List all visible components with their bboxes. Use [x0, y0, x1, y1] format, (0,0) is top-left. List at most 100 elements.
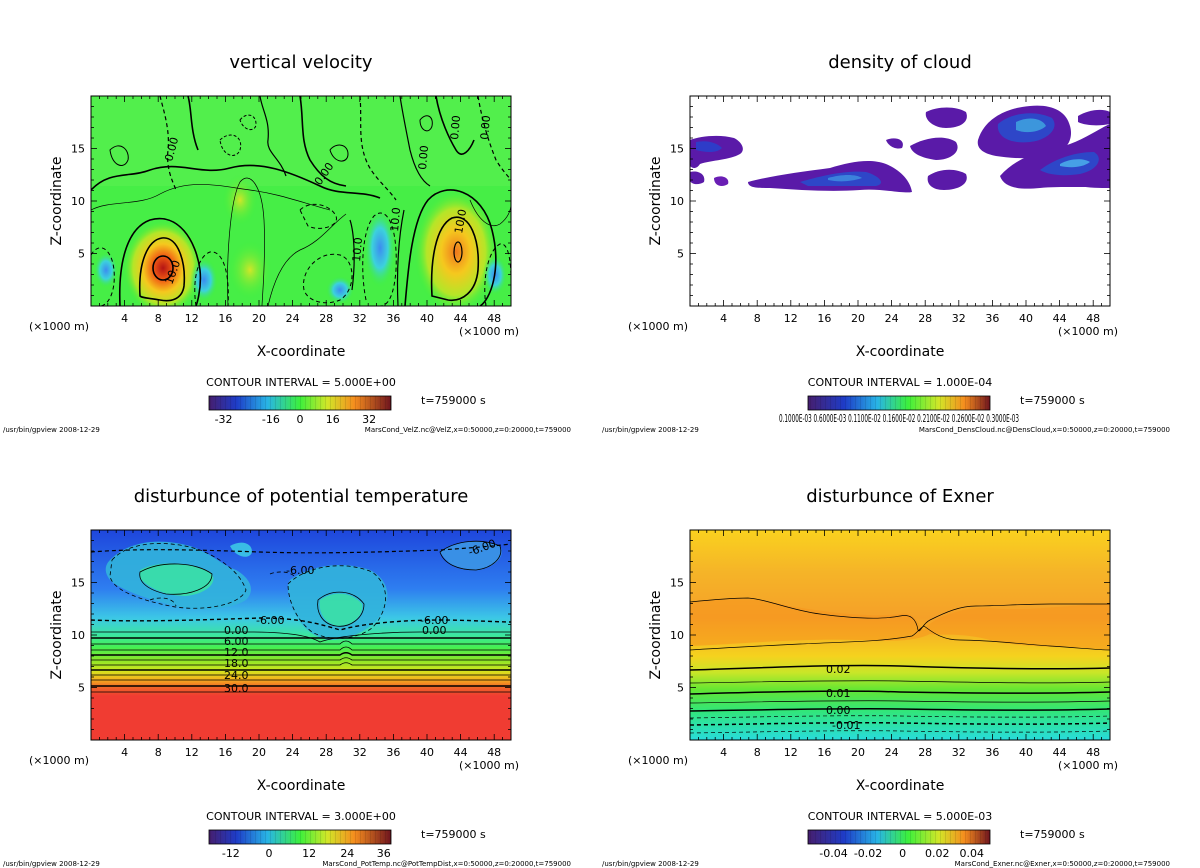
x-unit-right: (×1000 m) — [1058, 325, 1118, 338]
colorbar-segments — [209, 830, 391, 844]
x-tick-label: 36 — [386, 746, 400, 759]
x-tick-label: 32 — [353, 746, 367, 759]
footer-left: /usr/bin/gpview 2008-12-29 — [602, 426, 699, 434]
x-tick-label: 48 — [1086, 312, 1100, 325]
contour-interval: CONTOUR INTERVAL = 1.000E-04 — [808, 376, 992, 389]
contour-interval: CONTOUR INTERVAL = 5.000E+00 — [206, 376, 396, 389]
x-tick-label: 20 — [252, 746, 266, 759]
x-tick-label: 40 — [1019, 312, 1033, 325]
colorbar-tick-label: 16 — [326, 413, 340, 426]
heatmap-field: 0.00 0.00 10.0 0.00 10.0 10.0 0.00 10.0 … — [91, 96, 511, 306]
x-tick-label: 48 — [1086, 746, 1100, 759]
contour-label: 0.00 — [162, 136, 181, 163]
colorbar-segments — [808, 830, 990, 844]
x-tick-label: 44 — [1053, 746, 1067, 759]
x-tick-label: 24 — [885, 312, 899, 325]
x-tick-label: 8 — [155, 746, 162, 759]
x-tick-label: 4 — [720, 312, 727, 325]
x-tick-label: 16 — [218, 312, 232, 325]
panel-title: density of cloud — [828, 52, 972, 73]
x-tick-label: 44 — [454, 746, 468, 759]
colorbar-tick-label: 0.02 — [925, 847, 950, 860]
y-tick-label: 15 — [670, 143, 684, 156]
x-tick-label: 20 — [851, 312, 865, 325]
colorbar-tick-label: -16 — [262, 413, 280, 426]
x-tick-label: 16 — [817, 312, 831, 325]
contour-label: 18.0 — [224, 657, 249, 670]
time-label: t=759000 s — [421, 394, 486, 407]
y-tick-label: 5 — [677, 248, 684, 261]
colorbar-segments — [808, 396, 990, 410]
colorbar-tick-label: 0.1000E-03 0.6000E-03 0.1100E-02 0.1600E… — [779, 412, 1019, 425]
x-tick-label: 8 — [754, 746, 761, 759]
heatmap-field: 0.02 0.01 0.00 -0.01 — [690, 530, 1110, 740]
y-tick-label: 15 — [71, 143, 85, 156]
x-tick-label: 44 — [1053, 312, 1067, 325]
x-tick-label: 24 — [885, 746, 899, 759]
time-label: t=759000 s — [421, 828, 486, 841]
y-tick-label: 5 — [78, 682, 85, 695]
contour-label: -6.00 — [286, 564, 314, 577]
y-tick-label: 10 — [71, 629, 85, 642]
x-tick-label: 48 — [487, 312, 501, 325]
x-unit-left: (×1000 m) — [29, 320, 89, 333]
x-tick-label: 20 — [252, 312, 266, 325]
contour-label: 10.0 — [388, 207, 403, 233]
y-tick-label: 5 — [78, 248, 85, 261]
panel-title: disturbunce of potential temperature — [134, 486, 469, 507]
contour-label: 0.01 — [826, 687, 851, 700]
colorbar-tick-label: 0 — [899, 847, 906, 860]
footer-right: MarsCond_Exner.nc@Exner,x=0:50000,z=0:20… — [955, 860, 1170, 868]
contour-label: -6.00 — [420, 614, 448, 627]
heatmap-field: -6.00 -6.00 0.00 6.00 12.0 18.0 24.0 30.… — [91, 530, 511, 740]
colorbar-tick-label: 12 — [302, 847, 316, 860]
x-tick-label: 4 — [121, 312, 128, 325]
contour-label: 0.00 — [422, 624, 447, 637]
footer-right: MarsCond_PotTemp.nc@PotTempDist,x=0:5000… — [322, 860, 571, 868]
colorbar-segments — [209, 396, 391, 410]
y-axis-label: Z-coordinate — [648, 156, 664, 245]
contour-label: -0.01 — [832, 719, 860, 732]
panel-title: disturbunce of Exner — [806, 486, 994, 507]
x-tick-label: 32 — [353, 312, 367, 325]
footer-right: MarsCond_DensCloud.nc@DensCloud,x=0:5000… — [919, 426, 1170, 434]
contour-label: -6.00 — [256, 614, 284, 627]
x-tick-label: 28 — [918, 746, 932, 759]
colorbar-tick-label: 24 — [340, 847, 354, 860]
colorbar-tick-label: 0 — [297, 413, 304, 426]
panel-potential-temperature: disturbunce of potential temperature — [90, 486, 512, 741]
y-tick-label: 10 — [670, 629, 684, 642]
panel-exner: disturbunce of Exner 0.02 0.01 0.00 -0 — [689, 486, 1111, 741]
x-tick-label: 20 — [851, 746, 865, 759]
contour-label: 6.00 — [224, 635, 249, 648]
contour-label: 10.0 — [350, 237, 365, 263]
x-tick-label: 28 — [319, 312, 333, 325]
x-unit-left: (×1000 m) — [29, 754, 89, 767]
contour-interval: CONTOUR INTERVAL = 5.000E-03 — [808, 810, 992, 823]
panel-density-of-cloud: density of cloud — [689, 52, 1111, 307]
x-tick-label: 40 — [420, 746, 434, 759]
contour-label: 0.00 — [224, 624, 249, 637]
y-tick-label: 15 — [71, 577, 85, 590]
contour-label: 0.00 — [478, 115, 493, 141]
y-axis-label: Z-coordinate — [49, 156, 65, 245]
x-tick-label: 36 — [985, 312, 999, 325]
x-tick-label: 12 — [784, 312, 798, 325]
x-tick-label: 12 — [185, 312, 199, 325]
x-tick-label: 24 — [286, 312, 300, 325]
x-tick-label: 4 — [720, 746, 727, 759]
x-tick-label: 40 — [420, 312, 434, 325]
x-tick-label: 12 — [784, 746, 798, 759]
x-tick-label: 28 — [319, 746, 333, 759]
y-tick-label: 15 — [670, 577, 684, 590]
contour-label: 12.0 — [224, 646, 249, 659]
x-tick-label: 12 — [185, 746, 199, 759]
contour-label: 0.02 — [826, 663, 851, 676]
footer-right: MarsCond_VelZ.nc@VelZ,x=0:50000,z=0:2000… — [365, 426, 571, 434]
x-tick-label: 16 — [817, 746, 831, 759]
y-axis-label: Z-coordinate — [648, 590, 664, 679]
x-tick-label: 36 — [985, 746, 999, 759]
heatmap-field — [690, 96, 1110, 306]
contour-label: 0.00 — [448, 115, 463, 141]
